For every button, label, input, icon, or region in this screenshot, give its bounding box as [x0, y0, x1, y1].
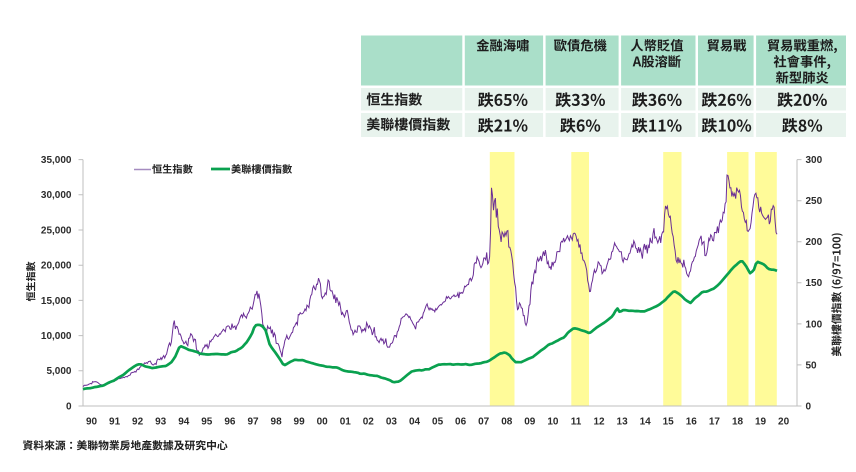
- svg-text:04: 04: [409, 417, 421, 428]
- svg-text:14: 14: [640, 417, 652, 428]
- svg-text:5,000: 5,000: [46, 366, 71, 377]
- svg-text:08: 08: [501, 417, 513, 428]
- svg-text:10,000: 10,000: [41, 331, 72, 342]
- svg-text:0: 0: [66, 401, 72, 412]
- svg-text:12: 12: [593, 417, 605, 428]
- svg-text:05: 05: [432, 417, 444, 428]
- svg-text:0: 0: [806, 401, 812, 412]
- svg-text:18: 18: [732, 417, 744, 428]
- svg-text:03: 03: [386, 417, 398, 428]
- svg-text:10: 10: [547, 417, 559, 428]
- svg-text:02: 02: [363, 417, 375, 428]
- svg-text:92: 92: [132, 417, 144, 428]
- svg-text:93: 93: [155, 417, 167, 428]
- svg-text:35,000: 35,000: [41, 155, 72, 166]
- svg-text:09: 09: [524, 417, 536, 428]
- svg-text:96: 96: [224, 417, 236, 428]
- svg-text:300: 300: [806, 155, 823, 166]
- svg-text:50: 50: [806, 360, 818, 371]
- svg-text:15,000: 15,000: [41, 296, 72, 307]
- svg-text:97: 97: [247, 417, 259, 428]
- svg-text:150: 150: [806, 278, 823, 289]
- svg-text:94: 94: [178, 417, 190, 428]
- svg-text:19: 19: [755, 417, 767, 428]
- svg-text:90: 90: [86, 417, 98, 428]
- svg-text:06: 06: [455, 417, 467, 428]
- svg-text:99: 99: [294, 417, 306, 428]
- svg-text:00: 00: [317, 417, 329, 428]
- svg-text:91: 91: [109, 417, 121, 428]
- svg-text:30,000: 30,000: [41, 190, 72, 201]
- svg-text:98: 98: [271, 417, 283, 428]
- svg-text:95: 95: [201, 417, 213, 428]
- svg-text:17: 17: [709, 417, 721, 428]
- svg-text:20: 20: [778, 417, 790, 428]
- svg-text:13: 13: [617, 417, 629, 428]
- svg-text:07: 07: [478, 417, 490, 428]
- svg-text:16: 16: [686, 417, 698, 428]
- svg-text:100: 100: [806, 319, 823, 330]
- svg-text:01: 01: [340, 417, 352, 428]
- svg-text:11: 11: [571, 417, 582, 428]
- svg-text:250: 250: [806, 196, 823, 207]
- svg-text:15: 15: [663, 417, 675, 428]
- svg-text:200: 200: [806, 237, 823, 248]
- svg-text:25,000: 25,000: [41, 225, 72, 236]
- svg-text:20,000: 20,000: [41, 261, 72, 272]
